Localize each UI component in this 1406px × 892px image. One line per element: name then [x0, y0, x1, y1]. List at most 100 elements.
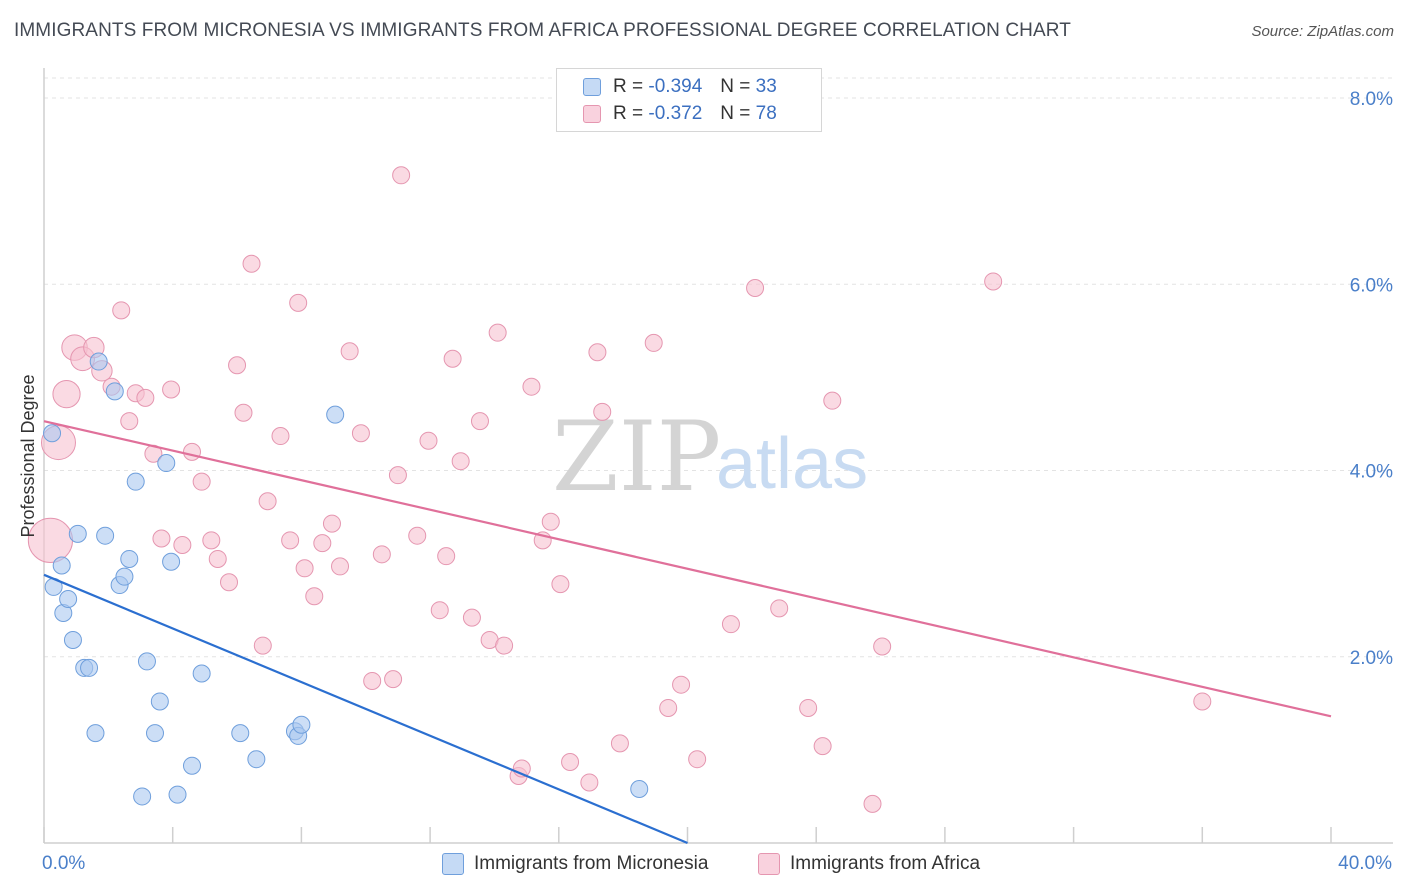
africa-point — [672, 675, 691, 694]
micronesia-point — [192, 664, 211, 683]
micronesia-points — [43, 352, 649, 806]
africa-point — [331, 557, 350, 576]
legend-n-label: N = — [720, 76, 751, 97]
y-tick-label: 8.0% — [1350, 89, 1393, 110]
micronesia-point — [133, 787, 152, 806]
micronesia-point — [326, 405, 345, 424]
legend-r-value-micronesia: -0.394 — [648, 76, 703, 97]
africa-trendline — [43, 420, 1332, 718]
micronesia-point — [630, 779, 649, 798]
africa-point — [470, 412, 489, 431]
africa-point — [443, 349, 462, 368]
micronesia-point — [115, 567, 134, 586]
africa-point — [522, 377, 541, 396]
bottom-legend-africa: Immigrants from Africa — [758, 851, 980, 877]
africa-point — [322, 514, 341, 533]
africa-point — [593, 402, 612, 421]
africa-point — [258, 492, 277, 511]
africa-point — [813, 737, 832, 756]
africa-point — [234, 403, 253, 422]
micronesia-point — [80, 658, 99, 677]
micronesia-point — [150, 692, 169, 711]
legend-n-value-micronesia: 33 — [755, 76, 777, 97]
africa-point — [984, 272, 1003, 291]
africa-point — [228, 356, 247, 375]
micronesia-point — [292, 715, 311, 734]
micronesia-trendline — [43, 573, 688, 845]
gridlines — [44, 77, 1393, 658]
legend-n-value-africa: 78 — [755, 103, 777, 124]
africa-point — [52, 380, 81, 409]
x-tick-label-min: 0.0% — [42, 853, 85, 874]
micronesia-point — [231, 724, 250, 743]
africa-point — [202, 531, 221, 550]
correlation-legend: R = -0.394 N = 33 R = -0.372 N = 78 — [556, 68, 822, 132]
y-tick-label: 4.0% — [1350, 462, 1393, 483]
micronesia-point — [59, 590, 78, 609]
africa-point — [588, 343, 607, 362]
micronesia-point — [137, 652, 156, 671]
axes — [43, 68, 1393, 844]
africa-point — [112, 301, 131, 320]
africa-point — [120, 412, 139, 431]
africa-point — [183, 442, 202, 461]
micronesia-point — [247, 750, 266, 769]
micronesia-point — [86, 724, 105, 743]
africa-swatch — [583, 105, 601, 123]
africa-point — [688, 750, 707, 769]
africa-point — [746, 278, 765, 297]
africa-legend-label: Immigrants from Africa — [790, 853, 981, 874]
micronesia-point — [146, 724, 165, 743]
africa-point — [363, 671, 382, 690]
legend-r-label: R = — [613, 76, 644, 97]
micronesia-point — [68, 524, 87, 543]
africa-point — [659, 698, 678, 717]
micronesia-point — [52, 556, 71, 575]
bottom-legend-micronesia: Immigrants from Micronesia — [442, 851, 708, 877]
source-credit: Source: ZipAtlas.com — [1251, 23, 1394, 40]
africa-point — [551, 575, 570, 594]
micronesia-point — [63, 630, 82, 649]
africa-point — [253, 636, 272, 655]
africa-point — [488, 323, 507, 342]
africa-point — [541, 512, 560, 531]
africa-point — [384, 670, 403, 689]
micronesia-swatch — [583, 78, 601, 96]
micronesia-point — [43, 424, 62, 443]
africa-point — [281, 531, 300, 550]
africa-point — [408, 526, 427, 545]
africa-point — [863, 794, 882, 813]
africa-point — [462, 608, 481, 627]
africa-point — [721, 615, 740, 634]
africa-point — [173, 536, 192, 554]
y-axis-label: Professional Degree — [18, 374, 38, 537]
micronesia-point — [168, 785, 187, 804]
africa-point — [430, 601, 449, 620]
africa-point — [372, 545, 391, 564]
africa-point — [644, 333, 663, 352]
legend-n-label: N = — [720, 103, 751, 124]
legend-row-micronesia: R = -0.394 N = 33 — [583, 75, 777, 99]
africa-point — [392, 166, 411, 185]
africa-point — [305, 587, 324, 606]
micronesia-point — [105, 382, 124, 401]
y-tick-label: 6.0% — [1350, 275, 1393, 296]
micronesia-point — [157, 454, 176, 473]
micronesia-point — [162, 552, 181, 571]
africa-point — [351, 424, 370, 443]
africa-point — [340, 342, 359, 361]
micronesia-point — [183, 756, 202, 775]
africa-point — [220, 573, 239, 592]
micronesia-point — [96, 526, 115, 545]
africa-point — [561, 752, 580, 771]
micronesia-point — [126, 472, 145, 491]
legend-r-label: R = — [613, 103, 644, 124]
africa-point — [823, 391, 842, 410]
africa-point — [580, 773, 599, 792]
africa-points — [27, 107, 1212, 813]
watermark-atlas: atlas — [716, 424, 868, 504]
micronesia-legend-swatch — [442, 853, 464, 875]
africa-point — [313, 534, 332, 553]
africa-point — [610, 734, 629, 753]
legend-row-africa: R = -0.372 N = 78 — [583, 102, 777, 126]
